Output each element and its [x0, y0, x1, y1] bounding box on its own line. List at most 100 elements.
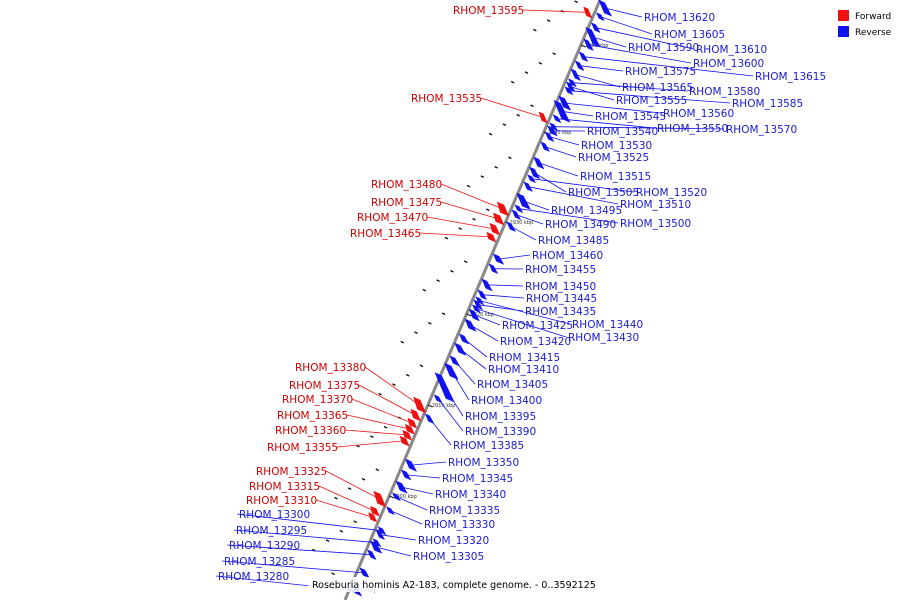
- gene-feature-rhom_13620: [598, 0, 613, 17]
- gene-label-rhom_13355: RHOM_13355: [267, 442, 338, 454]
- gene-feature-rhom_13385: [424, 413, 435, 425]
- gene-feature-rhom_13615: [578, 51, 589, 63]
- frame-mark: [444, 236, 449, 240]
- gene-feature-rhom_13575: [574, 60, 585, 72]
- gene-feature-rhom_13555: [565, 81, 576, 93]
- gene-label-rhom_13575: RHOM_13575: [625, 66, 696, 78]
- leader-rhom_13545: [561, 110, 594, 117]
- gene-feature-rhom_13455: [488, 263, 499, 275]
- leader-rhom_13290: [226, 544, 372, 556]
- frame-mark: [369, 435, 374, 439]
- gene-feature-rhom_13305: [370, 540, 383, 554]
- tick-label-2930: 2930 kbp: [510, 220, 534, 226]
- frame-mark: [538, 61, 543, 65]
- gene-label-rhom_13515: RHOM_13515: [580, 171, 651, 183]
- leader-rhom_13370: [351, 398, 412, 424]
- gene-label-rhom_13415: RHOM_13415: [489, 352, 560, 364]
- tick-mark-2900: [388, 495, 395, 499]
- gene-label-rhom_13400: RHOM_13400: [471, 395, 542, 407]
- leader-rhom_13440: [479, 300, 571, 325]
- gene-label-rhom_13430: RHOM_13430: [568, 332, 639, 344]
- gene-feature-rhom_13595: [583, 6, 593, 19]
- frame-mark: [419, 364, 424, 368]
- gene-feature-rhom_13380: [413, 396, 427, 414]
- leader-rhom_13420: [470, 324, 499, 342]
- gene-label-rhom_13550: RHOM_13550: [657, 123, 728, 135]
- frame-mark: [463, 260, 468, 264]
- gene-label-rhom_13600: RHOM_13600: [693, 58, 764, 70]
- leader-rhom_13480: [440, 183, 503, 210]
- gene-label-rhom_13570: RHOM_13570: [726, 124, 797, 136]
- gene-features: [351, 0, 613, 597]
- frame-mark: [546, 19, 551, 23]
- frame-mark: [494, 165, 498, 169]
- gene-label-rhom_13370: RHOM_13370: [282, 394, 353, 406]
- gene-label-rhom_13340: RHOM_13340: [435, 489, 506, 501]
- tick-mark-2950: [580, 44, 586, 48]
- gene-feature-rhom_13315: [370, 505, 380, 517]
- gene-label-rhom_13300: RHOM_13300: [239, 509, 310, 521]
- gene-label-rhom_13360: RHOM_13360: [275, 425, 346, 437]
- leader-rhom_13450: [486, 284, 524, 287]
- leader-rhom_13345: [406, 474, 441, 479]
- gene-label-rhom_13335: RHOM_13335: [429, 505, 500, 517]
- gene-feature-rhom_13320: [375, 529, 386, 541]
- gene-feature-rhom_13465: [486, 231, 497, 243]
- genome-caption: Roseburia hominis A2-183, complete genom…: [312, 580, 596, 591]
- gene-label-rhom_13455: RHOM_13455: [525, 264, 596, 276]
- gene-feature-rhom_13445: [477, 289, 488, 301]
- gene-label-rhom_13525: RHOM_13525: [578, 152, 649, 164]
- gene-feature-rhom_13590: [585, 26, 601, 48]
- gene-label-rhom_13440: RHOM_13440: [572, 319, 643, 331]
- gene-feature-rhom_13485: [506, 221, 517, 233]
- frame-mark: [516, 113, 521, 117]
- gene-feature-rhom_13335: [392, 492, 401, 502]
- gene-label-rhom_13395: RHOM_13395: [465, 411, 536, 423]
- gene-label-rhom_13325: RHOM_13325: [256, 466, 327, 478]
- gene-feature-rhom_13420: [464, 318, 477, 332]
- gene-feature-rhom_13350: [404, 458, 418, 472]
- frame-mark: [392, 383, 396, 387]
- gene-feature-rhom_13360: [402, 429, 413, 441]
- gene-feature-rhom_13370: [407, 417, 418, 429]
- gene-feature-rhom_13470: [489, 222, 501, 236]
- gene-feature-rhom_13345: [401, 469, 412, 481]
- gene-label-rhom_13450: RHOM_13450: [525, 281, 596, 293]
- gene-feature-rhom_13600: [583, 38, 594, 51]
- gene-label-rhom_13540: RHOM_13540: [587, 126, 658, 138]
- leader-rhom_13315: [318, 485, 375, 512]
- leader-rhom_13535: [480, 97, 543, 118]
- leader-rhom_13380: [364, 366, 420, 406]
- frame-mark: [524, 71, 529, 75]
- gene-feature-rhom_13415: [458, 333, 470, 345]
- leader-rhom_13560: [564, 102, 662, 114]
- gene-feature-rhom_13545: [553, 99, 571, 123]
- gene-label-rhom_13465: RHOM_13465: [350, 228, 421, 240]
- gene-feature-rhom_13540: [547, 125, 558, 137]
- gene-label-rhom_13420: RHOM_13420: [500, 336, 571, 348]
- leader-rhom_13340: [401, 486, 434, 495]
- gene-feature-rhom_13355: [399, 435, 410, 447]
- gene-label-rhom_13330: RHOM_13330: [424, 519, 495, 531]
- gene-label-rhom_13545: RHOM_13545: [595, 111, 666, 123]
- legend-swatch-reverse: [838, 26, 849, 37]
- leader-rhom_13615: [583, 56, 754, 77]
- gene-label-rhom_13315: RHOM_13315: [249, 481, 320, 493]
- leader-rhom_13365: [346, 414, 410, 430]
- leader-rhom_13390: [437, 398, 464, 432]
- gene-feature-rhom_13365: [404, 423, 415, 435]
- frame-mark: [422, 288, 427, 292]
- leader-rhom_13605: [600, 16, 653, 35]
- leader-rhom_13495: [523, 200, 550, 211]
- gene-feature-rhom_13515: [533, 156, 545, 170]
- frame-mark: [375, 468, 380, 472]
- gene-label-rhom_13475: RHOM_13475: [371, 197, 442, 209]
- gene-feature-rhom_13475: [493, 212, 505, 226]
- gene-feature-rhom_13585: [564, 86, 574, 96]
- gene-label-rhom_13365: RHOM_13365: [277, 410, 348, 422]
- frame-mark: [502, 123, 507, 127]
- leader-rhom_13505: [534, 172, 567, 193]
- gene-label-rhom_13595: RHOM_13595: [453, 5, 524, 17]
- gene-feature-rhom_13430: [471, 304, 481, 314]
- leader-rhom_13585: [568, 90, 731, 104]
